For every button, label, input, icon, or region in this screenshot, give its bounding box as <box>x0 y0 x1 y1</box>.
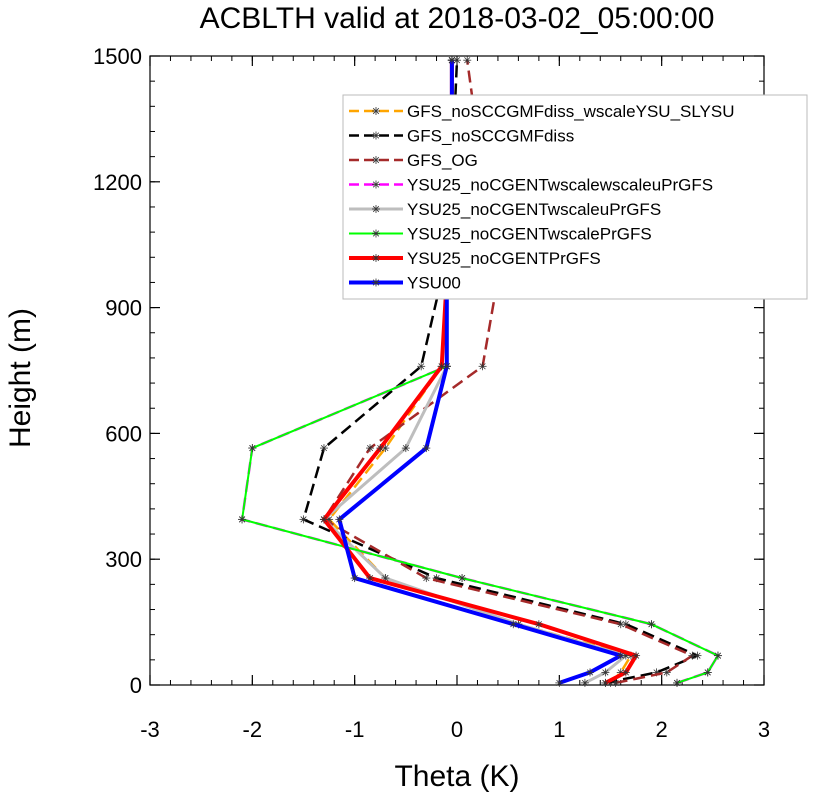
x-tick-label: 0 <box>451 717 463 742</box>
series-point <box>248 444 257 453</box>
series-point <box>335 515 344 524</box>
legend-entry: YSU25_noCGENTwscaleuPrGFS <box>349 200 661 219</box>
legend-entry: YSU25_noCGENTwscalewscaleuPrGFS <box>349 176 713 195</box>
series-point <box>417 362 426 371</box>
series-point <box>319 515 328 524</box>
legend-entry: YSU00 <box>349 274 461 293</box>
legend-label: GFS_noSCCGMFdiss <box>407 127 574 146</box>
chart-title: ACBLTH valid at 2018-03-02_05:00:00 <box>200 2 715 35</box>
series-point <box>376 444 385 453</box>
series-point <box>601 678 610 687</box>
y-axis-ticks: 0 300 600 900 1200 1500 <box>93 44 764 698</box>
legend-label: YSU00 <box>407 274 461 293</box>
legend-marker <box>372 131 380 140</box>
y-tick-label: 1500 <box>93 44 142 69</box>
series-point <box>713 651 722 660</box>
series-point <box>422 444 431 453</box>
series-point <box>621 668 630 677</box>
series-point <box>319 444 328 453</box>
x-tick-label: -1 <box>345 717 365 742</box>
series-point <box>611 678 620 687</box>
y-tick-label: 900 <box>105 296 142 321</box>
series-point <box>509 620 518 629</box>
series-point <box>401 444 410 453</box>
series-point <box>647 620 656 629</box>
legend-label: YSU25_noCGENTPrGFS <box>407 249 601 268</box>
x-axis-title: Theta (K) <box>394 760 519 793</box>
legend-marker <box>372 180 380 189</box>
y-axis-title: Height (m) <box>4 308 37 448</box>
y-tick-label: 0 <box>130 673 142 698</box>
series-point <box>534 620 543 629</box>
legend-entry: YSU25_noCGENTPrGFS <box>349 249 601 268</box>
series-point <box>350 574 359 583</box>
series-point <box>478 362 487 371</box>
legend-marker <box>372 229 380 238</box>
series-point <box>366 444 375 453</box>
series-point <box>555 678 564 687</box>
x-axis-ticks: -3 -2 -1 0 1 2 3 <box>140 56 770 742</box>
legend-label: GFS_noSCCGMFdiss_wscaleYSU_SLYSU <box>407 102 735 121</box>
series-point <box>463 56 472 65</box>
x-tick-label: 1 <box>553 717 565 742</box>
legend-entry: YSU25_noCGENTwscalePrGFS <box>349 225 652 244</box>
x-tick-label: 3 <box>758 717 770 742</box>
legend: GFS_noSCCGMFdiss_wscaleYSU_SLYSU GFS_noSC… <box>342 94 808 300</box>
series-point <box>442 362 451 371</box>
legend-marker <box>372 156 380 164</box>
series-point <box>422 574 431 583</box>
series-point <box>688 651 697 660</box>
series-point <box>601 668 610 677</box>
series-point <box>299 515 308 524</box>
y-tick-label: 600 <box>105 421 142 446</box>
series-point <box>616 620 625 629</box>
series-point <box>662 668 671 677</box>
series-point <box>453 56 461 65</box>
series-point <box>447 56 456 65</box>
series-point <box>632 651 641 660</box>
legend-marker <box>372 254 380 262</box>
legend-label: GFS_OG <box>407 151 478 170</box>
series-point <box>673 678 682 687</box>
legend-label: YSU25_noCGENTwscalePrGFS <box>407 225 652 244</box>
series-point <box>458 574 467 583</box>
legend-entry: GFS_OG <box>349 151 478 170</box>
legend-label: YSU25_noCGENTwscalewscaleuPrGFS <box>407 176 713 195</box>
legend-entry: GFS_noSCCGMFdiss_wscaleYSU_SLYSU <box>349 102 735 121</box>
series-point <box>616 651 625 660</box>
x-tick-label: -3 <box>140 717 160 742</box>
legend-box <box>342 94 808 300</box>
legend-label: YSU25_noCGENTwscaleuPrGFS <box>407 200 661 219</box>
series-point <box>703 668 712 677</box>
x-tick-label: 2 <box>656 717 668 742</box>
legend-marker <box>372 107 380 115</box>
legend-entry: GFS_noSCCGMFdiss <box>349 127 574 146</box>
series-point <box>586 668 595 677</box>
x-tick-label: -2 <box>243 717 263 742</box>
y-tick-label: 1200 <box>93 170 142 195</box>
series-point <box>580 678 589 687</box>
series-point <box>238 515 247 524</box>
legend-marker <box>372 278 380 287</box>
legend-marker <box>372 205 380 213</box>
y-tick-label: 300 <box>105 547 142 572</box>
